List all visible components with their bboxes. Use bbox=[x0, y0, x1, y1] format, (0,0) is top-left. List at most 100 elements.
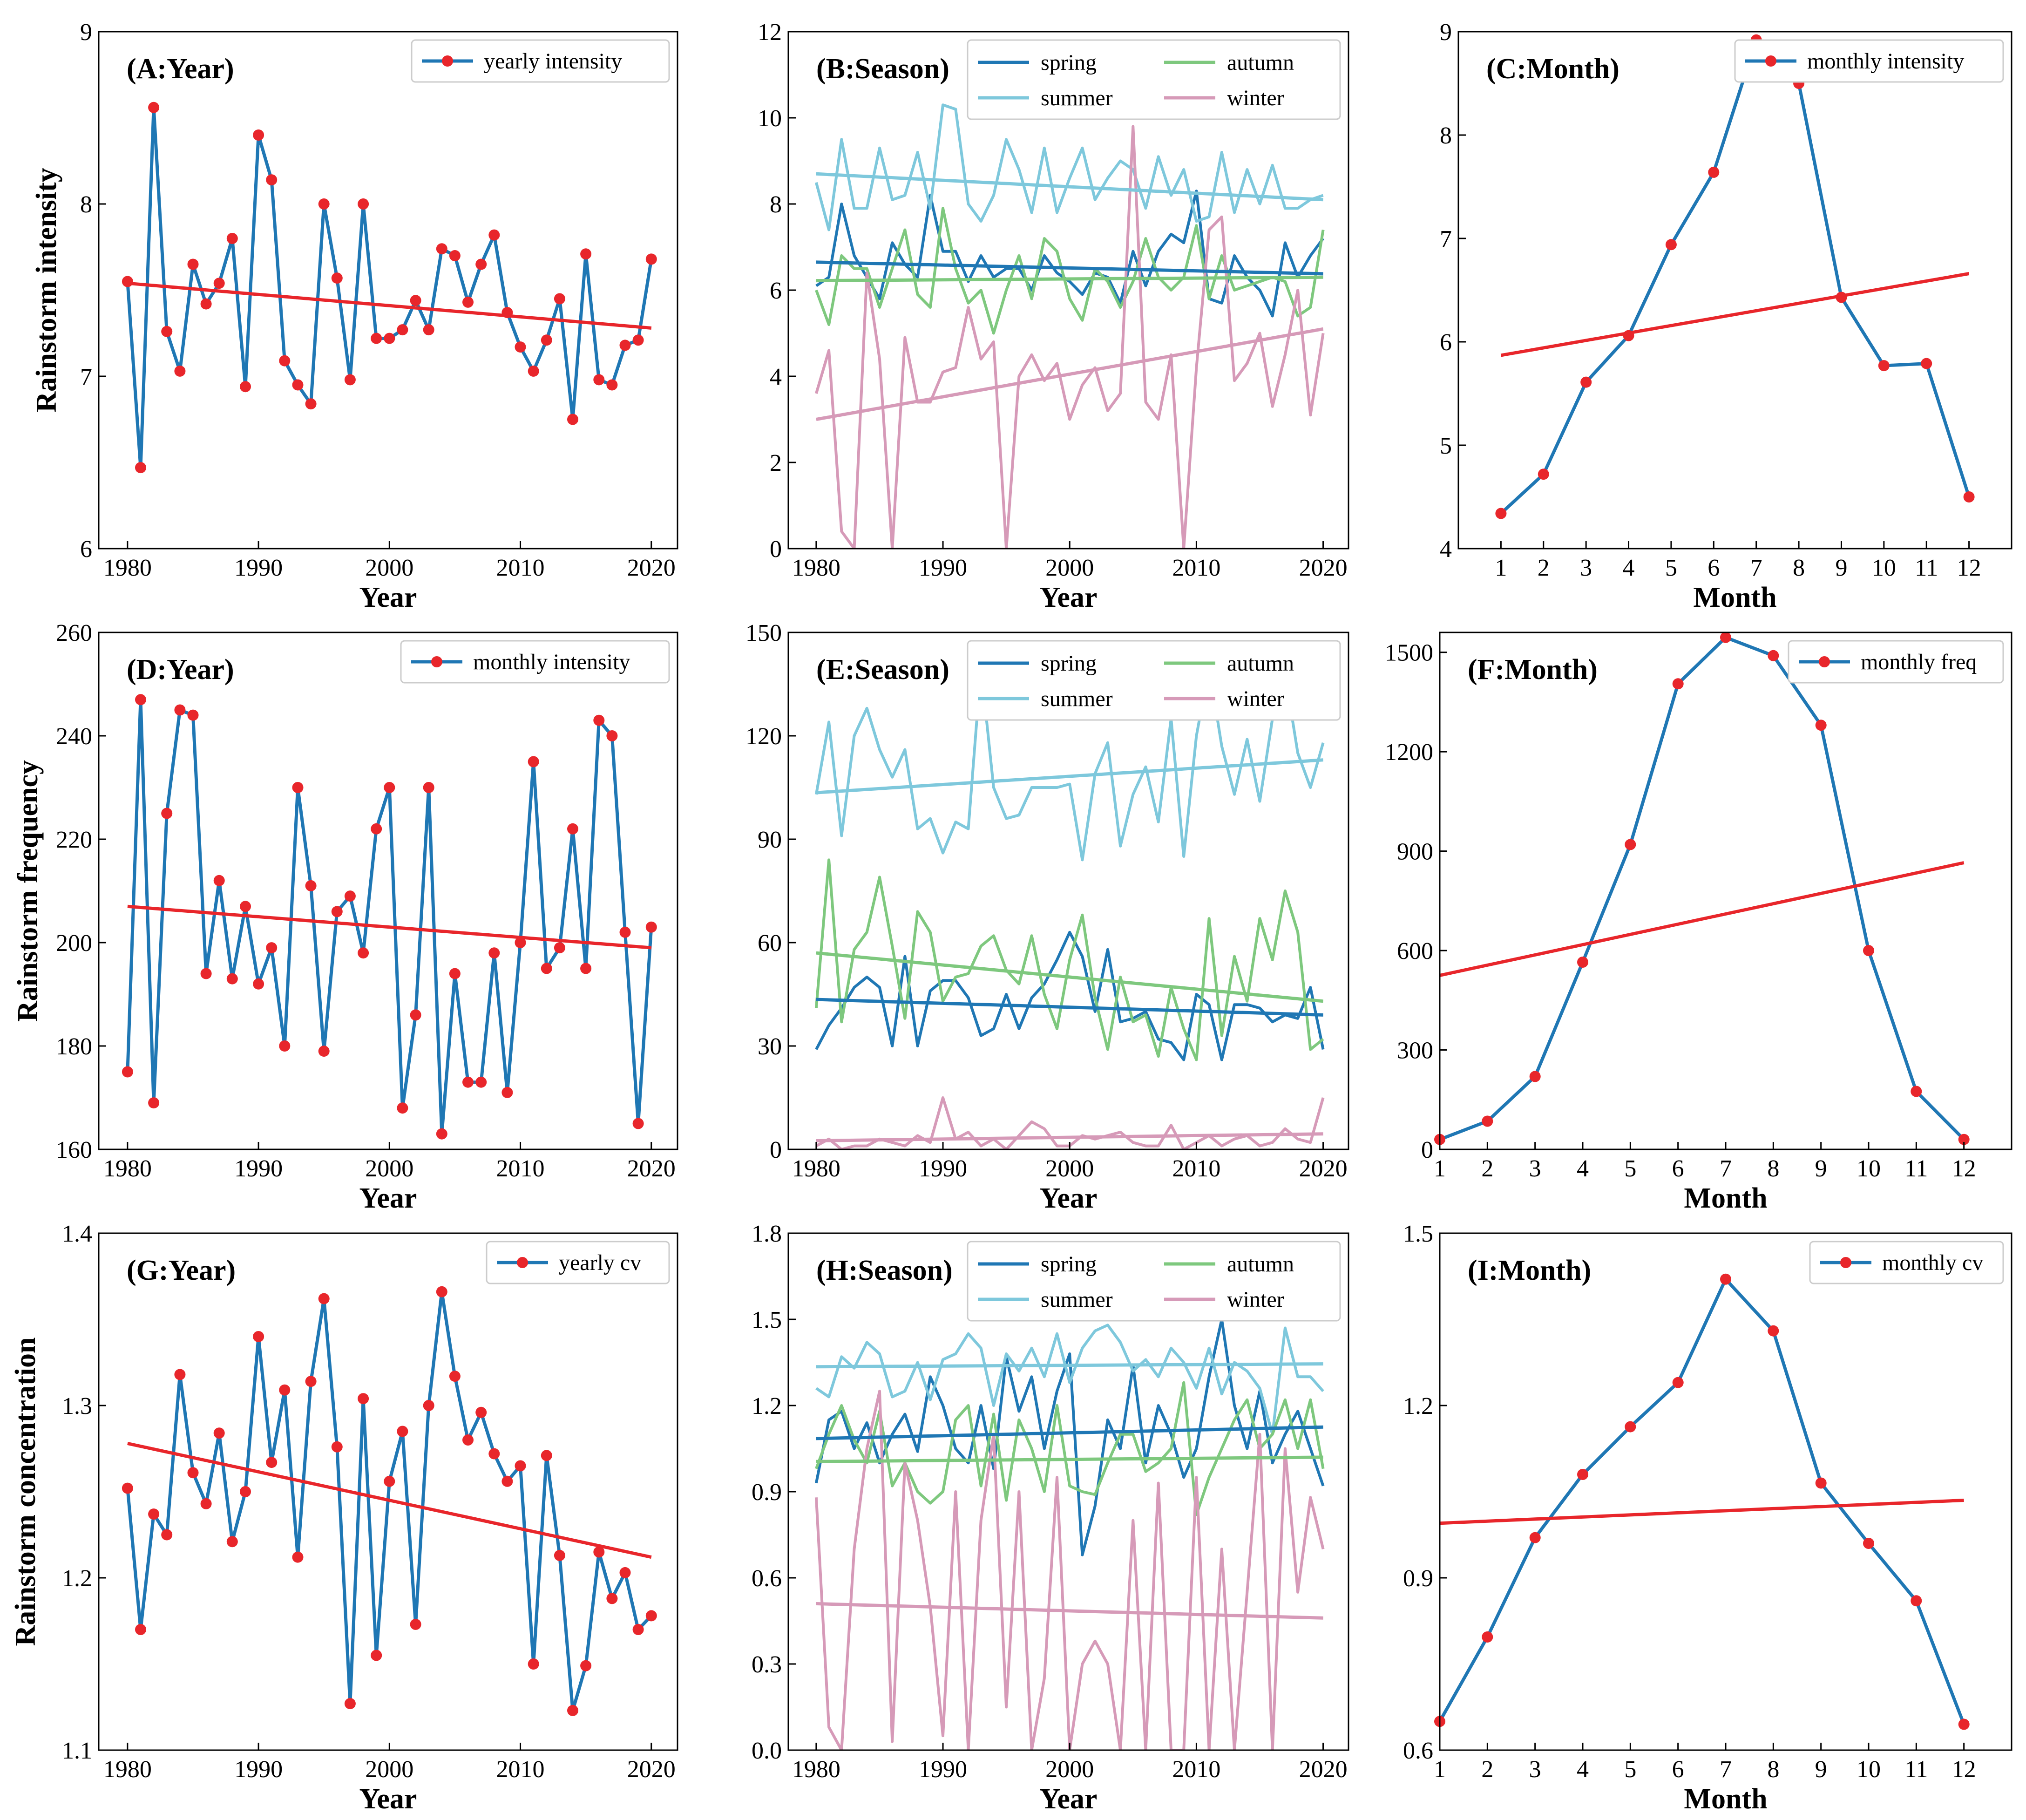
data-point bbox=[384, 1475, 395, 1487]
x-tick-label: 1980 bbox=[103, 1155, 152, 1182]
y-tick-label: 8 bbox=[1440, 122, 1452, 149]
data-point bbox=[554, 293, 565, 305]
data-point bbox=[331, 906, 343, 917]
x-tick-label: 1 bbox=[1434, 1155, 1446, 1182]
x-tick-label: 7 bbox=[1720, 1756, 1732, 1783]
data-point bbox=[606, 1593, 618, 1604]
data-point bbox=[515, 1460, 526, 1472]
legend: monthly intensity bbox=[400, 640, 670, 684]
series-line-trend bbox=[127, 904, 652, 950]
data-point bbox=[292, 379, 304, 391]
data-point bbox=[488, 1448, 500, 1460]
legend-entry: spring bbox=[1041, 50, 1097, 75]
data-point bbox=[1625, 839, 1636, 850]
series-line-summer bbox=[814, 666, 1325, 862]
data-point bbox=[1529, 1071, 1541, 1082]
data-point bbox=[371, 333, 382, 344]
data-point bbox=[253, 1331, 264, 1342]
legend-entry: summer bbox=[1041, 86, 1113, 110]
data-point bbox=[436, 243, 447, 255]
series-line-monthly-cv bbox=[1440, 1277, 1965, 1725]
legend: yearly cv bbox=[486, 1241, 670, 1284]
y-tick-label: 5 bbox=[1440, 433, 1452, 459]
data-point bbox=[266, 174, 278, 186]
data-point bbox=[541, 1450, 552, 1461]
x-tick-label: 2020 bbox=[627, 555, 676, 581]
legend-frame bbox=[967, 1241, 1341, 1322]
x-tick-label: 4 bbox=[1623, 555, 1635, 581]
data-point bbox=[645, 253, 657, 265]
y-tick-label: 1.1 bbox=[62, 1738, 92, 1764]
x-axis-label: Year bbox=[359, 1182, 417, 1214]
y-tick-label: 1.8 bbox=[752, 1221, 782, 1247]
x-tick-label: 2000 bbox=[1045, 555, 1094, 581]
data-point bbox=[148, 1097, 160, 1109]
y-tick-label: 150 bbox=[745, 620, 782, 646]
y-tick-label: 0.3 bbox=[752, 1651, 782, 1678]
x-tick-label: 9 bbox=[1815, 1155, 1827, 1182]
legend-entry: winter bbox=[1227, 686, 1284, 711]
y-tick-label: 300 bbox=[1397, 1038, 1433, 1064]
data-point bbox=[1708, 166, 1720, 178]
x-tick-label: 8 bbox=[1767, 1756, 1779, 1783]
x-axis-label: Year bbox=[1040, 1182, 1098, 1214]
x-tick-label: 1990 bbox=[234, 555, 283, 581]
data-point bbox=[344, 890, 356, 902]
x-tick-label: 1980 bbox=[103, 1756, 152, 1783]
legend-marker bbox=[1765, 55, 1776, 67]
y-tick-label: 1.5 bbox=[752, 1307, 782, 1333]
legend-entry: yearly cv bbox=[559, 1250, 641, 1275]
x-tick-label: 6 bbox=[1672, 1756, 1684, 1783]
y-tick-label: 0 bbox=[770, 1137, 782, 1163]
legend: yearly intensity bbox=[411, 39, 670, 83]
y-tick-label: 9 bbox=[80, 19, 92, 46]
data-point bbox=[1815, 720, 1827, 731]
data-point bbox=[580, 1660, 592, 1671]
data-point bbox=[240, 381, 251, 393]
x-tick-label: 1990 bbox=[234, 1155, 283, 1182]
data-point bbox=[593, 1546, 605, 1558]
y-tick-label: 30 bbox=[758, 1033, 782, 1060]
data-point bbox=[436, 1128, 447, 1140]
data-point bbox=[632, 1624, 644, 1635]
y-tick-label: 160 bbox=[56, 1137, 92, 1163]
legend-marker bbox=[1840, 1257, 1851, 1268]
legend-marker bbox=[442, 55, 453, 67]
data-point bbox=[567, 1705, 578, 1716]
data-point bbox=[344, 1698, 356, 1710]
data-point bbox=[1482, 1631, 1493, 1643]
legend-entry: summer bbox=[1041, 686, 1113, 711]
legend-frame bbox=[1734, 39, 2004, 83]
data-point bbox=[174, 1369, 186, 1380]
legend-marker bbox=[431, 656, 442, 667]
data-point bbox=[1538, 469, 1549, 480]
legend-frame bbox=[1788, 640, 2004, 684]
data-point bbox=[148, 102, 160, 113]
data-point bbox=[161, 1529, 173, 1541]
data-point bbox=[541, 963, 552, 974]
x-tick-label: 4 bbox=[1577, 1155, 1589, 1182]
data-point bbox=[488, 947, 500, 959]
x-tick-label: 1980 bbox=[792, 555, 840, 581]
series-line-trend bbox=[1500, 272, 1970, 357]
y-tick-label: 8 bbox=[80, 191, 92, 218]
series-line-spring-trend bbox=[816, 260, 1323, 276]
panel-H: 1980 1990 2000 2010 2020 0.0 0.3 0.6 0.9 1.2 1.5 1.… bbox=[752, 1221, 1349, 1815]
series-line-autumn bbox=[814, 858, 1324, 1061]
data-point bbox=[410, 1618, 421, 1630]
data-point bbox=[174, 365, 186, 377]
panel-title: (C:Month) bbox=[1486, 53, 1619, 85]
x-axis-label: Year bbox=[359, 582, 417, 613]
data-point bbox=[135, 694, 146, 706]
series-line-trend bbox=[1440, 1499, 1964, 1525]
y-tick-label: 7 bbox=[80, 364, 92, 390]
y-axis-label: Rainstorm frequency bbox=[12, 760, 44, 1022]
y-tick-label: 4 bbox=[770, 364, 782, 390]
data-point bbox=[554, 1549, 565, 1561]
legend: spring summer autumn winter bbox=[967, 39, 1341, 120]
legend-frame bbox=[1809, 1241, 2004, 1284]
x-tick-label: 1990 bbox=[919, 1756, 967, 1783]
panel-title: (G:Year) bbox=[127, 1255, 236, 1286]
